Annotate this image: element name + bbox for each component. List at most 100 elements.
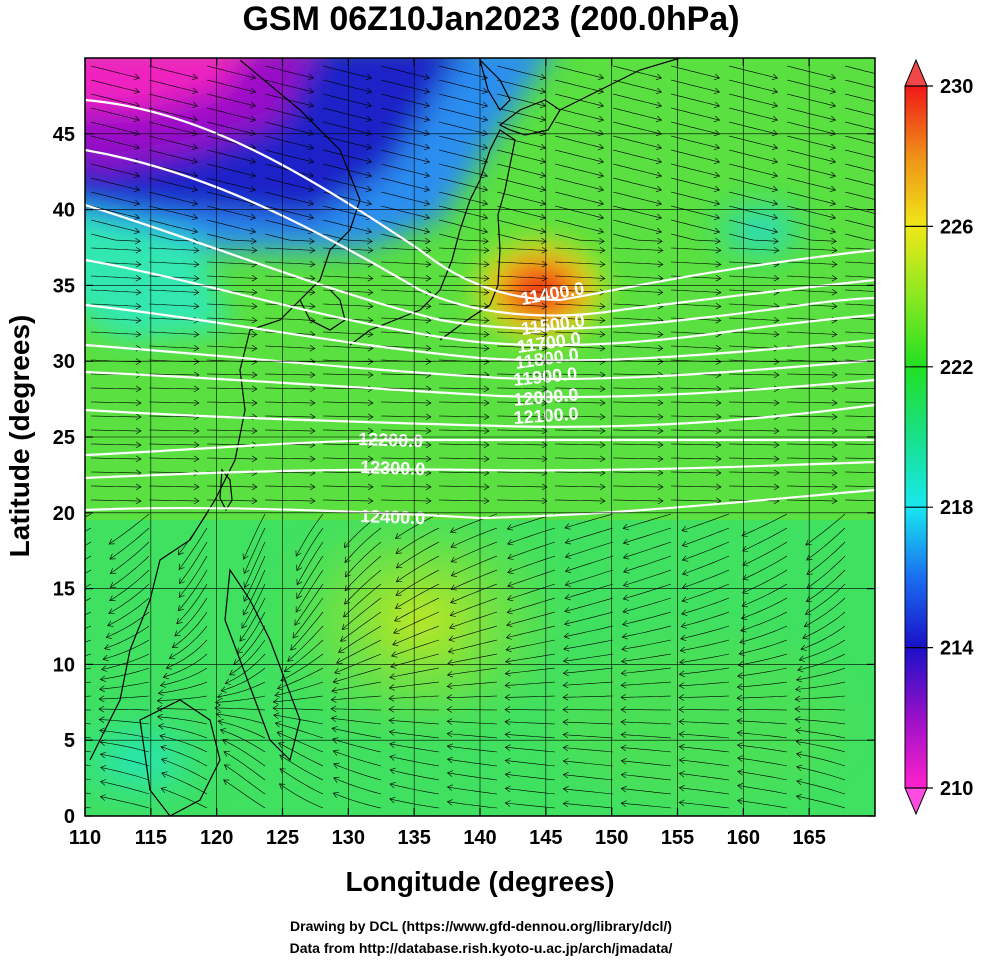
wind-arrowhead — [483, 427, 490, 435]
x-tick-label: 110 — [69, 827, 101, 849]
wind-streamline — [612, 457, 664, 460]
wind-streamline — [90, 485, 142, 488]
wind-arrowhead — [713, 213, 721, 221]
korea-coastline — [299, 289, 346, 331]
wind-streamline — [742, 527, 788, 552]
wind-streamline — [505, 667, 556, 674]
wind-streamline — [670, 247, 721, 251]
wind-streamline — [612, 247, 663, 251]
wind-arrowhead — [831, 371, 838, 379]
wind-streamline — [844, 191, 875, 200]
wind-arrowhead — [888, 228, 894, 234]
wind-arrowhead — [657, 441, 664, 449]
wind-arrowhead — [597, 143, 605, 151]
wind-arrowhead — [242, 553, 249, 560]
wind-streamline — [844, 443, 875, 445]
wind-streamline — [612, 261, 663, 265]
wind-streamline — [554, 261, 605, 265]
wind-streamline — [612, 149, 662, 163]
colorbar-ticks: 210 214 218 222 226 230 — [905, 76, 974, 800]
wind-streamline — [438, 499, 490, 502]
wind-arrowhead — [365, 227, 373, 235]
wind-arrowhead — [890, 456, 895, 462]
wind-arrowhead — [389, 673, 396, 680]
wind-arrowhead — [41, 730, 46, 736]
wind-arrowhead — [773, 483, 780, 491]
wind-arrowhead — [737, 661, 744, 668]
wind-streamline — [554, 233, 605, 242]
wind-arrowhead — [292, 632, 299, 639]
wind-arrowhead — [425, 247, 432, 254]
wind-streamline — [222, 739, 266, 767]
wind-arrowhead — [179, 577, 185, 585]
wind-arrowhead — [388, 695, 395, 702]
wind-arrowhead — [621, 632, 628, 640]
wind-streamline — [338, 625, 382, 653]
wind-streamline — [447, 667, 498, 676]
wind-arrowhead — [193, 358, 200, 365]
wind-streamline — [799, 639, 846, 661]
wind-arrowhead — [655, 227, 663, 235]
wind-streamline — [563, 681, 614, 686]
wind-streamline — [264, 79, 314, 93]
wind-streamline — [264, 149, 314, 163]
wind-arrowhead — [562, 718, 569, 726]
wind-arrowhead — [425, 345, 432, 352]
wind-streamline — [496, 457, 548, 460]
wind-arrowhead — [367, 399, 374, 407]
wind-arrowhead — [715, 427, 722, 435]
wind-arrowhead — [423, 199, 431, 207]
wind-arrowhead — [483, 345, 490, 352]
wind-streamline — [264, 387, 316, 390]
wind-arrowhead — [423, 87, 431, 95]
wind-arrowhead — [193, 275, 200, 282]
wind-arrowhead — [42, 798, 47, 804]
wind-streamline — [160, 746, 208, 767]
wind-streamline — [394, 597, 440, 622]
wind-arrowhead — [193, 345, 200, 352]
colorbar-gradient — [904, 85, 928, 789]
wind-arrowhead — [483, 317, 490, 324]
wind-streamline — [322, 233, 373, 242]
wind-streamline — [786, 401, 838, 404]
wind-streamline — [241, 583, 266, 629]
wind-streamline — [670, 205, 720, 219]
wind-streamline — [438, 485, 490, 488]
wind-arrowhead — [597, 115, 605, 123]
wind-streamline — [264, 345, 315, 349]
wind-arrowhead — [564, 566, 572, 573]
wind-streamline — [844, 93, 875, 102]
wind-streamline — [380, 429, 432, 432]
wind-arrowhead — [333, 762, 340, 769]
wind-streamline — [496, 261, 547, 265]
wind-streamline — [108, 583, 150, 614]
wind-arrowhead — [389, 741, 396, 748]
wind-arrowhead — [771, 87, 779, 95]
wind-streamline — [264, 485, 316, 488]
wind-arrowhead — [541, 413, 548, 421]
wind-streamline — [322, 261, 373, 265]
wind-arrowhead — [423, 115, 431, 123]
wind-streamline — [102, 639, 150, 660]
wind-streamline — [507, 555, 556, 573]
wind-arrowhead — [541, 331, 548, 338]
wind-arrowhead — [46, 531, 52, 537]
wind-arrowhead — [772, 237, 779, 245]
wind-streamline — [244, 541, 266, 588]
wind-arrowhead — [450, 542, 457, 549]
wind-streamline — [264, 303, 315, 307]
wind-streamline — [279, 783, 324, 809]
wind-arrowhead — [340, 635, 347, 642]
wind-arrowhead — [366, 237, 373, 245]
wind-arrowhead — [657, 289, 664, 296]
wind-arrowhead — [249, 101, 257, 109]
wind-streamline — [223, 779, 266, 809]
wind-arrowhead — [158, 723, 165, 730]
wind-streamline — [796, 780, 846, 795]
wind-arrowhead — [425, 275, 432, 282]
wind-arrowhead — [446, 799, 453, 806]
wind-arrowhead — [504, 669, 511, 677]
wind-arrowhead — [831, 413, 838, 421]
wind-arrowhead — [599, 261, 606, 268]
wind-streamline — [728, 331, 779, 335]
